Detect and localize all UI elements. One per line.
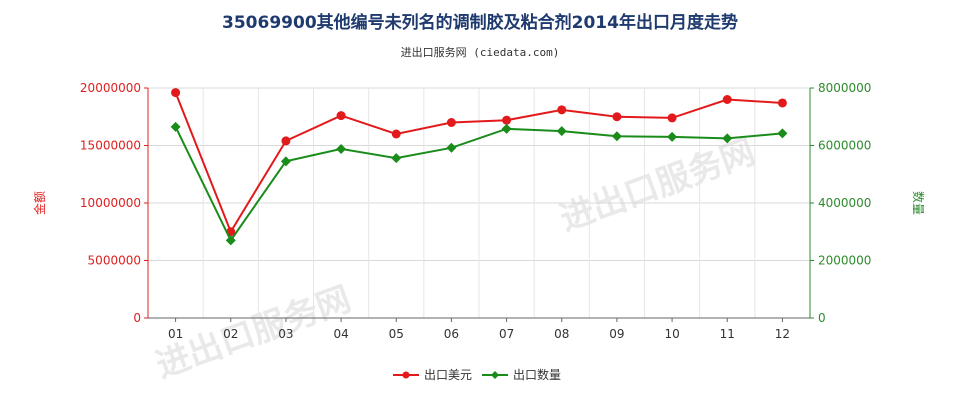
- data-point-quantity: [446, 142, 457, 153]
- x-axis-tick-label: 03: [278, 327, 293, 341]
- data-point-amount: [336, 111, 346, 121]
- data-point-quantity: [501, 123, 512, 134]
- x-axis-ticks: 01 02 03 04 05 06 07 08 09 10 11 12: [168, 327, 790, 341]
- x-axis-tick-label: 02: [223, 327, 238, 341]
- y-axis-left-ticks: 0 5000000 10000000 15000000 20000000: [80, 81, 141, 325]
- series-amount-line: [174, 92, 783, 234]
- x-axis-tick-label: 06: [444, 327, 459, 341]
- y-axis-right-tick-label: 0: [818, 311, 826, 325]
- y-axis-left-tick-label: 20000000: [80, 81, 141, 95]
- series-layer: [170, 88, 788, 246]
- x-axis-tick-label: 04: [333, 327, 348, 341]
- data-point-amount: [557, 105, 567, 115]
- y-axis-left-tick-label: 10000000: [80, 196, 141, 210]
- series-amount: [171, 88, 787, 237]
- data-point-quantity: [722, 133, 733, 144]
- legend-label-quantity: 出口数量: [513, 367, 561, 382]
- y-axis-right-tick-label: 6000000: [818, 139, 871, 153]
- y-axis-left-tick-label: 5000000: [88, 254, 141, 268]
- data-point-quantity: [391, 153, 402, 164]
- grid: [148, 87, 810, 319]
- data-point-amount: [777, 98, 787, 108]
- data-point-amount: [446, 118, 456, 127]
- x-axis-tick-label: 12: [775, 327, 790, 341]
- legend-marker-amount: [402, 371, 410, 379]
- x-axis-tick-label: 10: [664, 327, 679, 341]
- data-point-quantity: [667, 131, 678, 142]
- x-axis-tick-label: 09: [609, 327, 624, 341]
- legend-item-quantity[interactable]: 出口数量: [482, 367, 561, 382]
- y-axis-right-label: 数量: [911, 191, 926, 215]
- data-point-amount: [171, 88, 181, 98]
- data-point-amount: [612, 112, 622, 122]
- x-axis-tick-label: 01: [168, 327, 183, 341]
- x-axis-tick-label: 07: [499, 327, 514, 341]
- y-axis-right-ticks: 0 2000000 4000000 6000000 8000000: [818, 81, 871, 325]
- data-point-amount: [722, 95, 732, 104]
- x-axis-tick-label: 05: [389, 327, 404, 341]
- y-axis-right-tick-label: 2000000: [818, 254, 871, 268]
- data-point-amount: [391, 129, 401, 139]
- legend: 出口美元 出口数量: [393, 367, 561, 382]
- legend-label-amount: 出口美元: [424, 368, 472, 382]
- axes: [144, 87, 814, 322]
- data-point-quantity: [777, 128, 788, 139]
- data-point-quantity: [556, 126, 567, 137]
- chart-subtitle: 进出口服务网 (ciedata.com): [401, 45, 560, 59]
- y-axis-left-label: 金额: [32, 191, 47, 215]
- watermark-text-right: 进出口服务网: [555, 132, 760, 239]
- data-point-quantity: [280, 156, 291, 167]
- watermark-group: 进出口服务网 进出口服务网: [151, 132, 760, 386]
- data-point-quantity: [170, 121, 181, 132]
- x-axis-tick-label: 08: [554, 327, 569, 341]
- y-axis-right-tick-label: 8000000: [818, 81, 871, 95]
- y-axis-left-tick-label: 0: [133, 311, 141, 325]
- chart-title: 35069900其他编号未列名的调制胶及粘合剂2014年出口月度走势: [222, 12, 738, 33]
- x-axis-tick-label: 11: [720, 327, 735, 341]
- legend-item-amount[interactable]: 出口美元: [393, 368, 472, 382]
- y-axis-right-tick-label: 4000000: [818, 196, 871, 210]
- data-point-amount: [281, 136, 291, 146]
- y-axis-left-tick-label: 15000000: [80, 139, 141, 153]
- data-point-amount: [667, 113, 677, 123]
- series-quantity-line: [174, 126, 783, 243]
- data-point-quantity: [225, 235, 236, 246]
- data-point-quantity: [611, 131, 622, 142]
- series-quantity: [170, 121, 788, 246]
- data-point-amount: [502, 115, 512, 125]
- data-point-quantity: [336, 143, 347, 154]
- legend-marker-quantity: [491, 371, 499, 379]
